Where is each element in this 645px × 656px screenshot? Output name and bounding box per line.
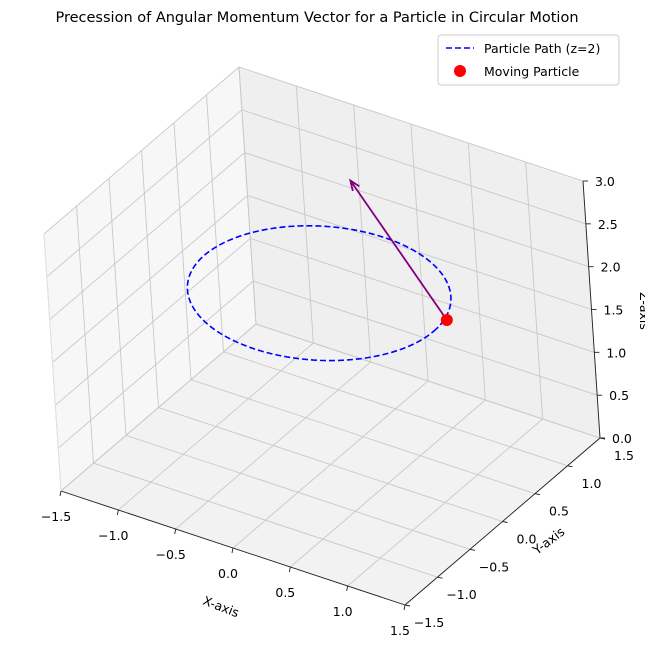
x-tick-mark xyxy=(346,585,349,592)
x-tick-label: −0.5 xyxy=(155,547,185,562)
legend-label-path: Particle Path (z=2) xyxy=(484,41,600,56)
y-axis-label: Y-axis xyxy=(529,524,567,558)
x-tick-mark xyxy=(403,604,406,611)
gridline-y xyxy=(206,94,568,467)
y-tick-label: −0.5 xyxy=(479,559,509,574)
z-tick-label: 0.0 xyxy=(612,431,632,446)
y-tick-mark xyxy=(437,576,443,579)
y-tick-label: −1.5 xyxy=(414,615,444,630)
y-tick-label: 1.0 xyxy=(582,476,602,491)
y-tick-label: 0.5 xyxy=(549,504,569,519)
legend: Particle Path (z=2) Moving Particle xyxy=(437,34,620,86)
x-tick-mark xyxy=(116,509,119,516)
y-tick-mark xyxy=(599,437,606,440)
y-tick-mark xyxy=(534,493,541,496)
x-tick-label: −1.0 xyxy=(98,528,128,543)
moving-particle-point xyxy=(440,314,453,327)
x-tick-label: −1.5 xyxy=(41,509,71,524)
y-tick-label: 0.0 xyxy=(517,532,537,547)
z-tick-label: 2.5 xyxy=(598,217,618,232)
legend-frame xyxy=(437,34,620,86)
z-tick-label: 2.0 xyxy=(601,260,621,275)
x-tick-label: 1.5 xyxy=(390,623,410,638)
x-tick-mark xyxy=(288,566,291,573)
particle-path-line xyxy=(186,224,452,362)
y-tick-mark xyxy=(567,465,573,468)
z-tick-label: 1.5 xyxy=(604,303,624,318)
y-tick-mark xyxy=(404,604,411,607)
gridline-y xyxy=(238,66,601,439)
y-tick-label: 1.5 xyxy=(614,448,634,463)
x-axis-label: X-axis xyxy=(201,593,241,620)
legend-label-particle: Moving Particle xyxy=(484,64,580,79)
x-tick-label: 0.0 xyxy=(218,566,238,581)
legend-particle-swatch xyxy=(454,65,466,77)
y-tick-label: −1.0 xyxy=(446,587,476,602)
y-tick-mark xyxy=(469,548,476,551)
series-layer xyxy=(186,178,453,362)
angular-momentum-vector xyxy=(349,179,448,321)
chart-title: Precession of Angular Momentum Vector fo… xyxy=(55,10,578,26)
vector-arrowhead xyxy=(349,178,360,192)
x-tick-mark xyxy=(59,490,62,497)
x-tick-label: 0.5 xyxy=(275,585,295,600)
x-tick-mark xyxy=(174,528,177,535)
gridline-z xyxy=(43,66,584,235)
y-tick-mark xyxy=(502,521,508,523)
z-tick-label: 0.5 xyxy=(609,388,629,403)
z-axis-label: Z-axis xyxy=(637,292,645,330)
axis-panes xyxy=(44,67,600,605)
x-tick-label: 1.0 xyxy=(333,604,353,619)
z-tick-label: 3.0 xyxy=(595,174,615,189)
z-tick-label: 1.0 xyxy=(606,345,626,360)
front-left-edge xyxy=(43,233,62,492)
tick-labels: −1.5 −1.5 0.0 −1.0 −1.0 0.5 −0.5 −0.5 1.0 0.0 0.0 1… xyxy=(41,174,634,638)
x-tick-mark xyxy=(231,547,234,554)
